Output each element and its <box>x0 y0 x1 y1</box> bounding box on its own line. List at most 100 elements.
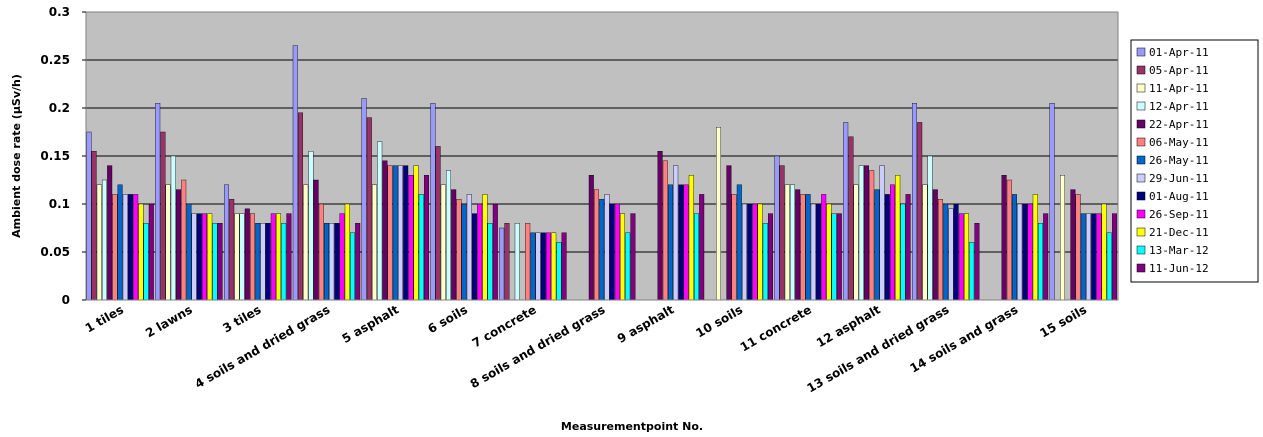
bar <box>234 213 240 301</box>
bar <box>609 203 615 301</box>
bar <box>499 227 505 301</box>
bar <box>816 203 822 301</box>
bar <box>530 232 536 301</box>
bar <box>382 160 388 301</box>
bar <box>366 117 372 301</box>
y-tick-label: 0.2 <box>49 101 70 115</box>
bar <box>864 165 870 301</box>
bar <box>303 184 309 301</box>
bar <box>599 198 605 301</box>
bar <box>487 222 493 301</box>
bar <box>292 45 298 301</box>
bar <box>964 213 970 301</box>
bar <box>372 184 378 301</box>
bar <box>1027 203 1033 301</box>
bar <box>308 150 314 301</box>
y-tick-label: 0.05 <box>40 245 70 259</box>
bar <box>932 189 938 301</box>
bar <box>466 194 472 301</box>
bar <box>969 242 975 301</box>
bar <box>361 98 367 301</box>
bar <box>223 184 229 301</box>
bar <box>265 222 271 301</box>
bar <box>831 213 837 301</box>
bar <box>604 194 610 301</box>
bar <box>413 165 419 301</box>
legend-label: 13-Mar-12 <box>1149 244 1209 257</box>
bar <box>953 203 959 301</box>
legend-label: 22-Apr-11 <box>1149 118 1209 131</box>
bar <box>344 203 350 301</box>
x-tick-label: 6 soils <box>425 302 469 336</box>
bar <box>673 165 679 301</box>
bar <box>133 194 139 301</box>
bar <box>339 213 345 301</box>
bar <box>270 213 276 301</box>
legend-swatch <box>1136 245 1146 255</box>
bar <box>1043 213 1049 301</box>
legend-label: 29-Jun-11 <box>1149 172 1209 185</box>
bar <box>456 198 462 301</box>
bar <box>742 203 748 301</box>
bar <box>890 184 896 301</box>
bar <box>492 203 498 301</box>
bar <box>836 213 842 301</box>
x-tick-label: 3 tiles <box>220 302 263 335</box>
bar <box>620 213 626 301</box>
bar <box>869 170 875 301</box>
x-tick-label: 15 soils <box>1037 302 1089 340</box>
legend-label: 26-Sep-11 <box>1149 208 1209 221</box>
bar <box>874 189 880 301</box>
bar <box>514 222 520 301</box>
bar <box>318 203 324 301</box>
legend-swatch <box>1136 83 1146 93</box>
bar <box>86 131 92 301</box>
bar <box>398 165 404 301</box>
bar <box>551 232 557 301</box>
bar <box>1012 194 1018 301</box>
bar <box>249 213 255 301</box>
bar <box>688 174 694 301</box>
legend-swatch <box>1136 227 1146 237</box>
bar <box>805 194 811 301</box>
x-tick-label: 1 tiles <box>83 302 126 335</box>
bar <box>588 174 594 301</box>
bar <box>1006 179 1012 301</box>
bar <box>165 184 171 301</box>
bar <box>525 222 531 301</box>
legend-label: 11-Apr-11 <box>1149 82 1209 95</box>
bar <box>1091 213 1097 301</box>
bar <box>435 146 441 301</box>
bar <box>1049 102 1055 301</box>
bar <box>858 165 864 301</box>
bar <box>716 126 722 301</box>
bar <box>504 222 510 301</box>
bar <box>731 194 737 301</box>
bar <box>1096 213 1102 301</box>
bar <box>1101 203 1107 301</box>
bar <box>912 102 918 301</box>
bar <box>668 184 674 301</box>
legend-swatch <box>1136 155 1146 165</box>
legend-label: 21-Dec-11 <box>1149 226 1209 239</box>
bar <box>1111 213 1117 301</box>
x-tick-label: 8 soils and dried grass <box>468 302 608 391</box>
bar <box>927 155 933 301</box>
bar <box>244 208 250 301</box>
bar <box>726 165 732 301</box>
bar <box>408 174 414 301</box>
bar <box>752 203 758 301</box>
bar <box>917 122 923 301</box>
bar <box>1075 194 1081 301</box>
bar <box>212 222 218 301</box>
legend-swatch <box>1136 263 1146 273</box>
y-tick-label: 0 <box>62 293 70 307</box>
bar <box>440 184 446 301</box>
bar <box>943 203 949 301</box>
bar <box>795 189 801 301</box>
bar <box>810 203 816 301</box>
bar <box>138 203 144 301</box>
bar <box>948 208 954 301</box>
